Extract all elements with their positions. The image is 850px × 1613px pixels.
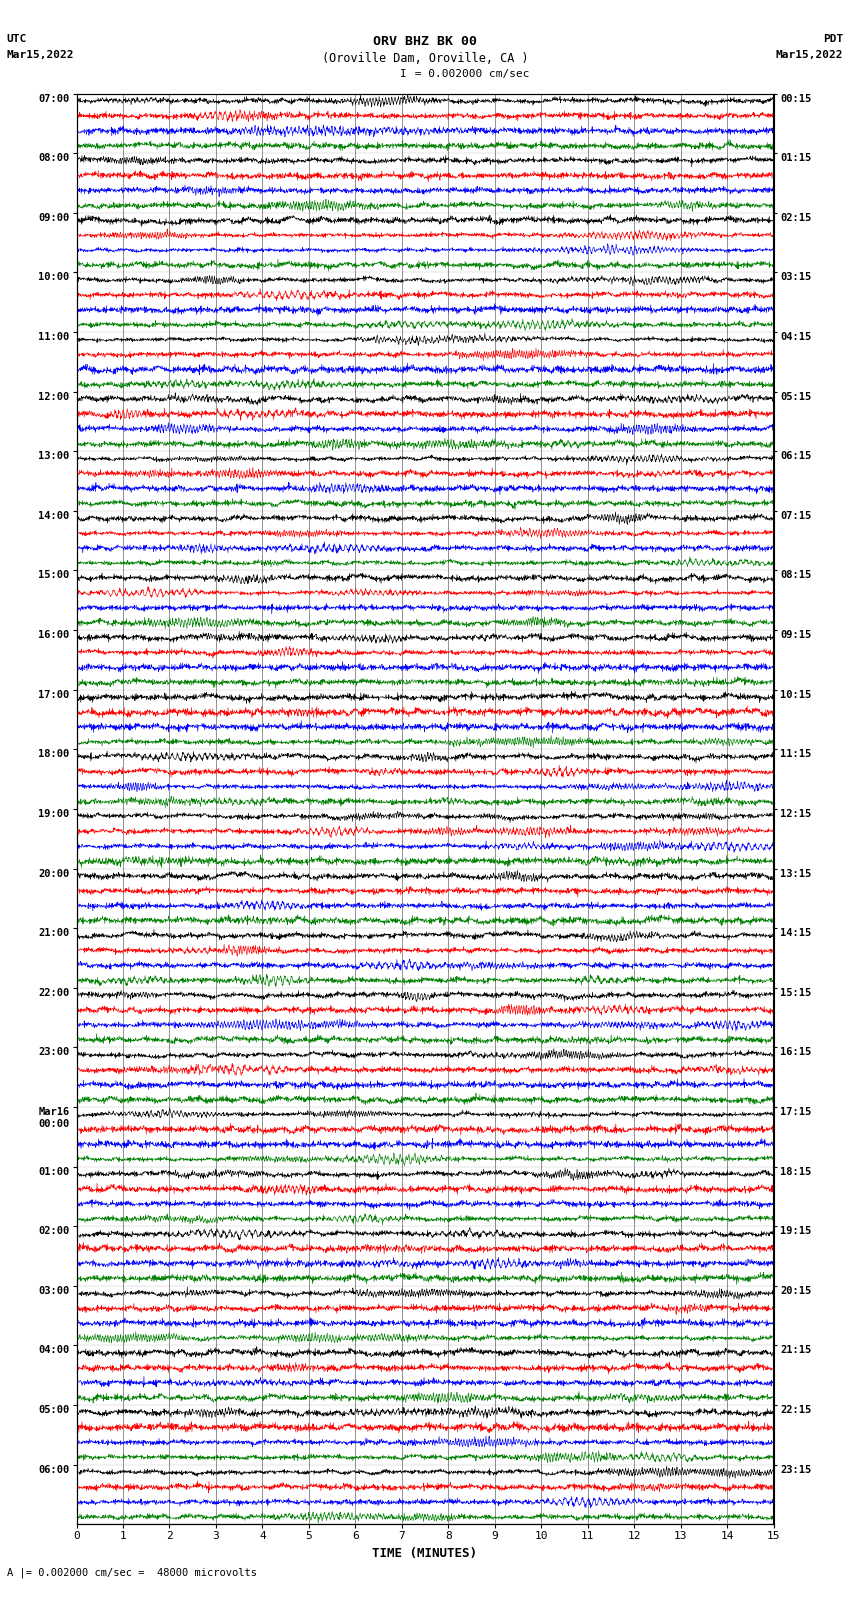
Text: UTC: UTC	[7, 34, 27, 44]
Text: Mar15,2022: Mar15,2022	[7, 50, 74, 60]
Text: A |= 0.002000 cm/sec =  48000 microvolts: A |= 0.002000 cm/sec = 48000 microvolts	[7, 1566, 257, 1578]
Text: Mar15,2022: Mar15,2022	[776, 50, 843, 60]
Text: (Oroville Dam, Oroville, CA ): (Oroville Dam, Oroville, CA )	[321, 52, 529, 65]
Text: I: I	[400, 69, 406, 79]
Text: = 0.002000 cm/sec: = 0.002000 cm/sec	[408, 69, 530, 79]
Text: PDT: PDT	[823, 34, 843, 44]
X-axis label: TIME (MINUTES): TIME (MINUTES)	[372, 1547, 478, 1560]
Text: ORV BHZ BK 00: ORV BHZ BK 00	[373, 35, 477, 48]
